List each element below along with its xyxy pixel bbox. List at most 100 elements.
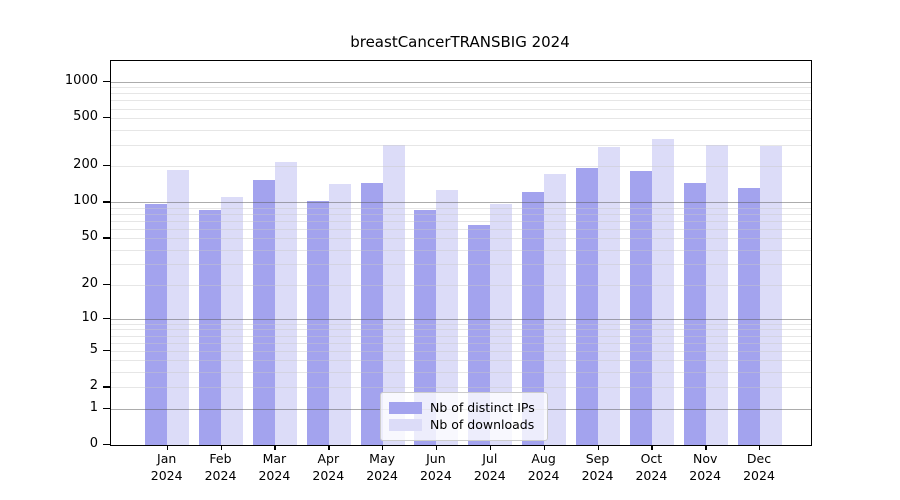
y-tick-label: 500 bbox=[73, 109, 98, 124]
minor-gridline bbox=[111, 213, 811, 215]
x-tick-mark bbox=[543, 445, 545, 450]
x-tick-label: Aug 2024 bbox=[527, 451, 560, 483]
x-tick-mark bbox=[597, 445, 599, 450]
distinct-ips-bar-nov bbox=[683, 182, 706, 445]
distinct-ips-bar-oct bbox=[629, 170, 652, 445]
minor-gridline bbox=[111, 118, 811, 119]
x-tick-label: Jan 2024 bbox=[150, 451, 183, 483]
y-tick-mark bbox=[103, 407, 110, 409]
y-tick-mark bbox=[103, 80, 110, 82]
legend-label: Nb of downloads bbox=[430, 417, 535, 432]
x-tick-mark bbox=[759, 445, 761, 450]
minor-gridline bbox=[111, 108, 811, 110]
distinct-ips-bar-dec bbox=[737, 188, 760, 445]
plot-area bbox=[110, 60, 812, 446]
decade-gridline bbox=[111, 318, 811, 320]
x-tick-mark bbox=[382, 445, 384, 450]
distinct-ips-swatch-icon bbox=[389, 401, 422, 414]
x-tick-mark bbox=[489, 445, 492, 450]
y-tick-mark bbox=[103, 317, 110, 320]
distinct-ips-bar-feb bbox=[199, 209, 222, 445]
y-tick-mark bbox=[103, 283, 110, 286]
minor-gridline bbox=[111, 335, 811, 337]
y-tick-mark bbox=[103, 237, 110, 239]
y-tick-label: 1000 bbox=[64, 72, 98, 88]
decade-gridline bbox=[111, 81, 811, 83]
minor-gridline bbox=[111, 350, 811, 352]
minor-gridline bbox=[111, 228, 811, 230]
minor-gridline bbox=[111, 264, 811, 266]
downloads-bar-feb bbox=[221, 197, 244, 445]
minor-gridline bbox=[111, 372, 811, 374]
y-tick-label: 2 bbox=[89, 378, 98, 394]
y-tick-label: 1 bbox=[89, 399, 98, 415]
downloads-bar-aug bbox=[544, 173, 567, 445]
downloads-bar-nov bbox=[705, 145, 728, 445]
minor-gridline bbox=[111, 342, 811, 344]
x-tick-label: Sep 2024 bbox=[581, 451, 614, 483]
minor-gridline bbox=[111, 220, 811, 222]
distinct-ips-bar-jun bbox=[414, 210, 437, 445]
distinct-ips-bar-aug bbox=[522, 191, 545, 445]
y-tick-label: 50 bbox=[81, 229, 98, 245]
distinct-ips-bar-jul bbox=[468, 224, 491, 445]
distinct-ips-bar-mar bbox=[252, 180, 275, 445]
minor-gridline bbox=[111, 329, 811, 331]
downloads-bar-jun bbox=[436, 190, 459, 445]
chart-title: breastCancerTRANSBIG 2024 bbox=[350, 33, 570, 51]
minor-gridline bbox=[111, 144, 811, 146]
y-tick-label: 5 bbox=[89, 341, 98, 357]
x-tick-label: Feb 2024 bbox=[204, 451, 237, 483]
y-tick-label: 10 bbox=[81, 309, 98, 325]
distinct-ips-bar-jan bbox=[145, 203, 168, 445]
legend-label: Nb of distinct IPs bbox=[430, 400, 535, 415]
x-tick-label: Jun 2024 bbox=[419, 451, 452, 483]
distinct-ips-bar-may bbox=[360, 182, 383, 445]
minor-gridline bbox=[111, 207, 811, 209]
x-tick-mark bbox=[220, 445, 222, 450]
distinct-ips-bar-apr bbox=[306, 201, 329, 445]
minor-gridline bbox=[111, 93, 811, 95]
y-tick-label: 20 bbox=[81, 275, 98, 291]
y-tick-mark bbox=[103, 386, 110, 388]
y-tick-mark bbox=[103, 444, 110, 446]
downloads-bar-jul bbox=[490, 203, 513, 445]
downloads-bar-jan bbox=[167, 169, 190, 445]
x-tick-mark bbox=[328, 445, 330, 450]
downloads-bar-sep bbox=[598, 147, 620, 445]
minor-gridline bbox=[111, 238, 811, 240]
minor-gridline bbox=[111, 166, 811, 168]
y-tick-mark bbox=[103, 117, 110, 119]
x-tick-mark bbox=[166, 445, 169, 450]
x-tick-label: Nov 2024 bbox=[689, 451, 722, 483]
downloads-swatch-icon bbox=[389, 418, 422, 431]
y-tick-mark bbox=[103, 201, 110, 203]
y-tick-mark bbox=[103, 349, 110, 352]
x-tick-label: Jul 2024 bbox=[473, 451, 506, 483]
downloads-bar-apr bbox=[328, 183, 351, 445]
minor-gridline bbox=[111, 387, 811, 389]
y-tick-label: 100 bbox=[73, 193, 98, 209]
x-tick-mark bbox=[705, 445, 707, 450]
downloads-bar-mar bbox=[274, 162, 297, 445]
downloads-bar-oct bbox=[651, 139, 674, 445]
x-tick-label: Apr 2024 bbox=[312, 451, 345, 483]
downloads-bar-dec bbox=[759, 145, 782, 445]
x-tick-label: Oct 2024 bbox=[635, 451, 668, 483]
minor-gridline bbox=[111, 129, 811, 131]
minor-gridline bbox=[111, 100, 811, 102]
y-tick-mark bbox=[103, 165, 110, 167]
downloads-bar-may bbox=[382, 145, 405, 445]
minor-gridline bbox=[111, 249, 811, 251]
y-tick-label: 0 bbox=[89, 436, 98, 451]
distinct-ips-bar-sep bbox=[576, 168, 598, 445]
minor-gridline bbox=[111, 323, 811, 325]
x-tick-mark bbox=[435, 445, 438, 450]
minor-gridline bbox=[111, 360, 811, 362]
x-tick-mark bbox=[274, 445, 276, 450]
y-tick-label: 200 bbox=[73, 157, 98, 173]
x-tick-label: Mar 2024 bbox=[258, 451, 291, 483]
x-tick-label: Dec 2024 bbox=[743, 451, 775, 483]
x-tick-label: May 2024 bbox=[366, 451, 398, 483]
